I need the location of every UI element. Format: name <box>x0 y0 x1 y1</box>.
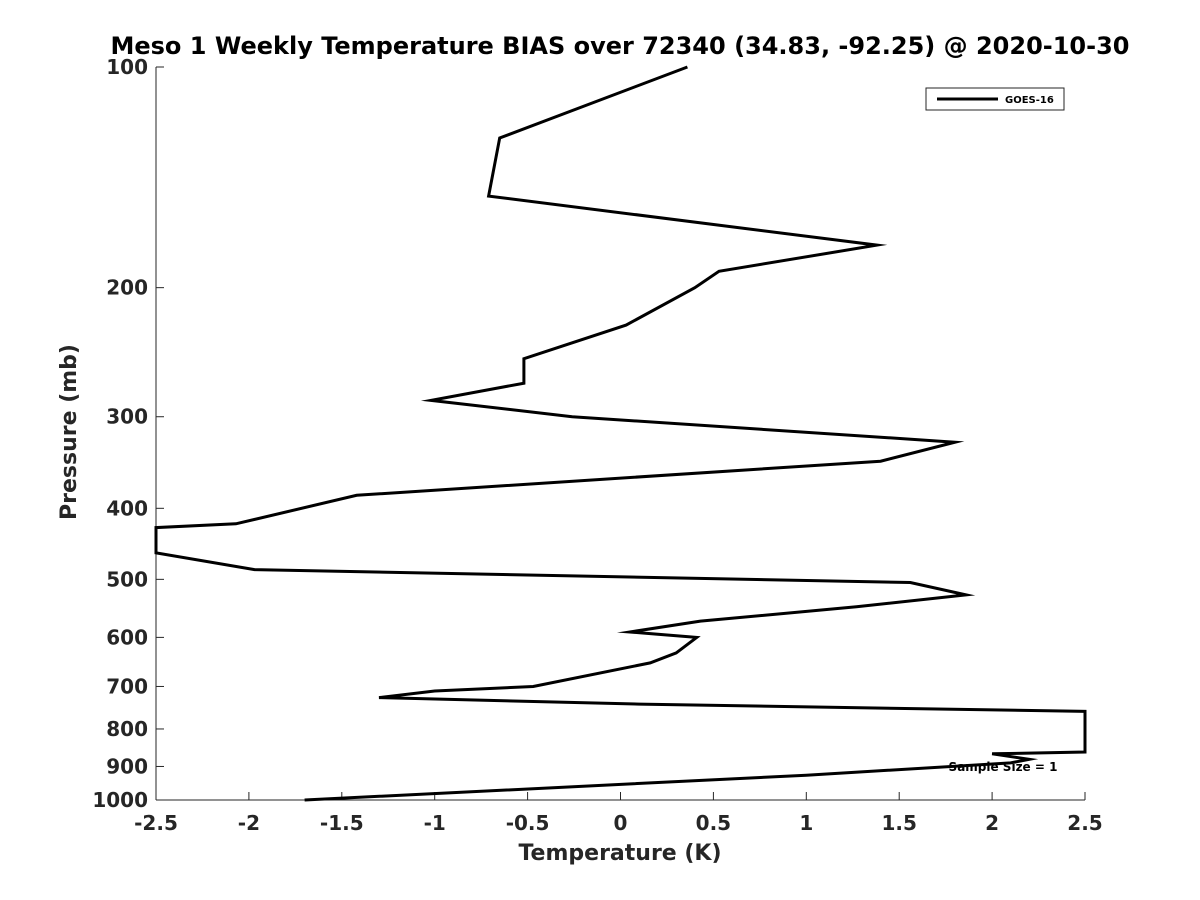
legend-entry-label: GOES-16 <box>1005 95 1054 106</box>
y-tick-label: 200 <box>106 276 148 300</box>
x-tick-label: 0 <box>614 811 628 835</box>
legend: GOES-16 <box>925 87 1065 111</box>
y-tick-label: 700 <box>106 674 148 698</box>
x-tick-label: 2 <box>985 811 999 835</box>
x-tick-label: 0.5 <box>696 811 731 835</box>
y-axis-ticks: 100 200 300 400 500 600 700 800 900 1000 <box>92 55 164 812</box>
x-tick-label: -2.5 <box>134 811 178 835</box>
y-tick-label: 500 <box>106 567 148 591</box>
x-tick-label: 2.5 <box>1067 811 1102 835</box>
y-tick-label: 900 <box>106 754 148 778</box>
x-axis-ticks: -2.5 -2 -1.5 -1 -0.5 0 0.5 1 1.5 2 2.5 <box>134 792 1103 835</box>
series-line-goes-16 <box>154 65 1087 802</box>
y-tick-label: 600 <box>106 625 148 649</box>
y-tick-label: 800 <box>106 717 148 741</box>
y-axis-label: Pressure (mb) <box>57 344 82 520</box>
x-tick-label: -1 <box>424 811 446 835</box>
x-tick-label: -1.5 <box>320 811 364 835</box>
x-axis-label: Temperature (K) <box>518 841 721 866</box>
x-tick-label: 1.5 <box>881 811 916 835</box>
x-tick-label: 1 <box>799 811 813 835</box>
plot-axes <box>155 67 1085 801</box>
y-tick-label: 300 <box>106 405 148 429</box>
y-tick-label: 400 <box>106 496 148 520</box>
y-tick-label: 1000 <box>92 788 148 812</box>
x-tick-label: -0.5 <box>506 811 550 835</box>
chart-title: Meso 1 Weekly Temperature BIAS over 7234… <box>110 32 1129 60</box>
series-layer <box>154 65 1087 802</box>
sample-size-annotation: Sample Size = 1 <box>949 760 1058 774</box>
y-tick-label: 100 <box>106 55 148 79</box>
x-tick-label: -2 <box>238 811 260 835</box>
